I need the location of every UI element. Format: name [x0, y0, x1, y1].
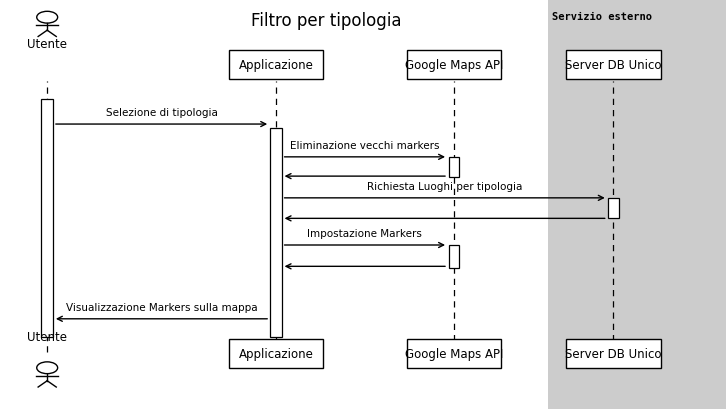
Circle shape [37, 362, 57, 374]
Bar [566, 339, 661, 369]
Text: Applicazione: Applicazione [238, 347, 314, 360]
Bar [566, 51, 661, 80]
Bar [449, 157, 459, 178]
Text: Applicazione: Applicazione [238, 59, 314, 72]
Circle shape [37, 12, 57, 24]
Text: Google Maps API: Google Maps API [404, 59, 503, 72]
Bar [449, 245, 459, 268]
Bar [229, 339, 323, 369]
Text: Filtro per tipologia: Filtro per tipologia [251, 12, 402, 30]
Text: Eliminazione vecchi markers: Eliminazione vecchi markers [290, 141, 439, 151]
Bar [407, 339, 501, 369]
Text: Selezione di tipologia: Selezione di tipologia [105, 108, 218, 118]
Text: Utente: Utente [27, 330, 68, 344]
Text: Utente: Utente [27, 38, 68, 51]
Text: Impostazione Markers: Impostazione Markers [307, 229, 423, 239]
Text: Richiesta Luoghi per tipologia: Richiesta Luoghi per tipologia [367, 182, 523, 192]
Text: Google Maps API: Google Maps API [404, 347, 503, 360]
Bar [548, 0, 726, 409]
Bar [229, 51, 323, 80]
Bar [608, 198, 619, 219]
Bar [407, 51, 501, 80]
Text: Servizio esterno: Servizio esterno [552, 12, 652, 22]
Text: Server DB Unico: Server DB Unico [566, 347, 661, 360]
Text: Server DB Unico: Server DB Unico [566, 59, 661, 72]
Bar [41, 100, 53, 337]
Bar [270, 129, 282, 337]
Text: Visualizzazione Markers sulla mappa: Visualizzazione Markers sulla mappa [66, 303, 257, 312]
